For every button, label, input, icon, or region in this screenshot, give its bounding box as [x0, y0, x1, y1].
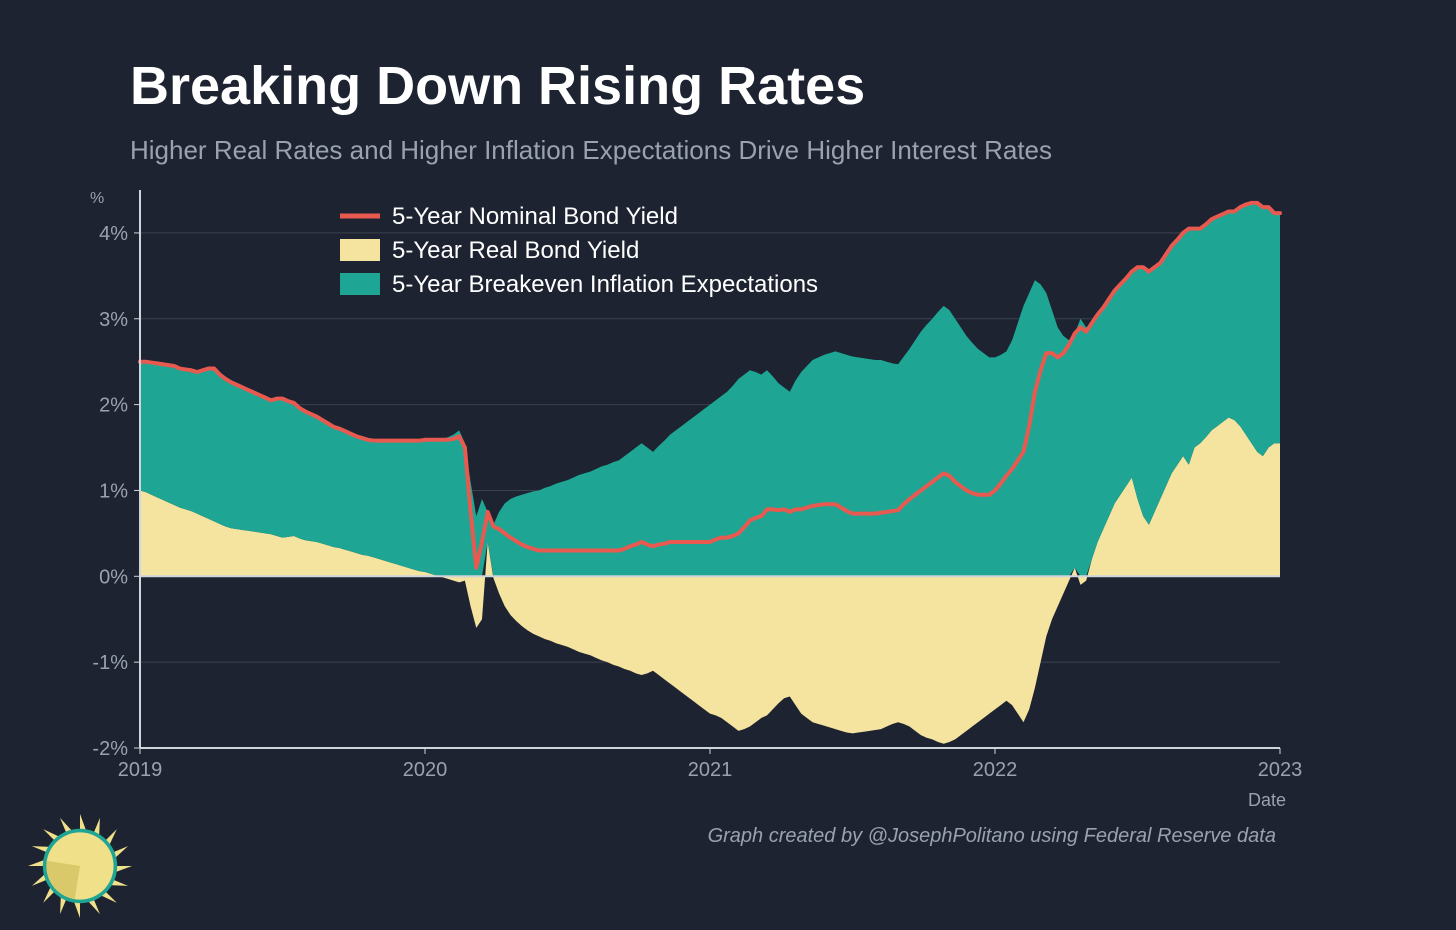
x-tick-label: 2019 [118, 759, 163, 781]
legend-swatch [340, 273, 380, 295]
legend-label: 5-Year Breakeven Inflation Expectations [392, 271, 818, 298]
y-tick-label: 1% [99, 480, 128, 502]
x-tick-label: 2021 [688, 759, 733, 781]
legend-label: 5-Year Real Bond Yield [392, 237, 639, 264]
y-tick-label: 3% [99, 309, 128, 331]
y-tick-label: -2% [92, 738, 128, 760]
x-axis-title: Date [1248, 790, 1286, 811]
x-tick-label: 2023 [1258, 759, 1303, 781]
legend-label: 5-Year Nominal Bond Yield [392, 203, 678, 230]
chart-canvas: -2% -1% 0% 1% 2% 3% 4% 2019 2020 2021 2022 2023 5-Ye… [0, 0, 1456, 930]
y-tick-label: 2% [99, 395, 128, 417]
x-tick-label: 2020 [403, 759, 448, 781]
chart-credit: Graph created by @JosephPolitano using F… [708, 825, 1276, 848]
logo-icon [20, 800, 140, 920]
y-tick-label: -1% [92, 652, 128, 674]
legend-swatch [340, 239, 380, 261]
y-tick-label: 4% [99, 223, 128, 245]
y-tick-label: 0% [99, 566, 128, 588]
x-tick-label: 2022 [973, 759, 1018, 781]
